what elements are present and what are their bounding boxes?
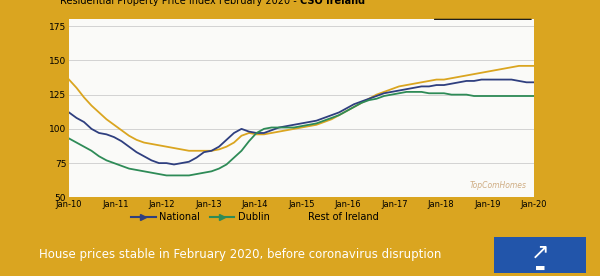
Text: TopComHomes: TopComHomes [470,181,527,190]
Text: Residential Property Price Index February 2020 -: Residential Property Price Index Februar… [60,0,300,6]
Legend: National, Dublin, Rest of Ireland: National, Dublin, Rest of Ireland [127,208,383,226]
FancyBboxPatch shape [494,237,586,273]
Text: House prices stable in February 2020, before coronavirus disruption: House prices stable in February 2020, be… [39,248,441,261]
Text: ↗: ↗ [530,243,550,262]
Text: ▬: ▬ [535,263,545,273]
Text: CSO Ireland: CSO Ireland [300,0,365,6]
